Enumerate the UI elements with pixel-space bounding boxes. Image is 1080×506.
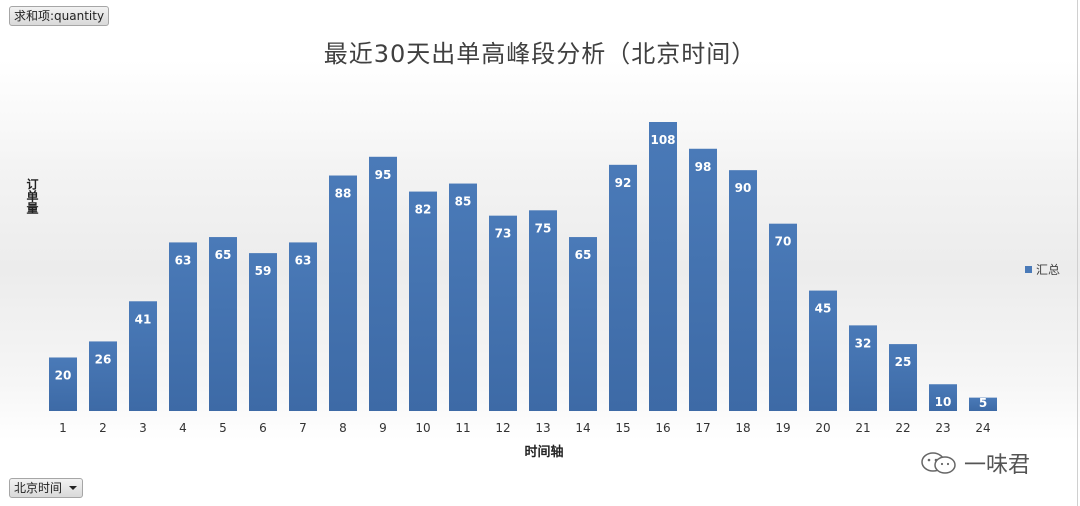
- bar-16: [649, 122, 677, 411]
- bar-22: [889, 344, 917, 411]
- bar-12: [489, 215, 517, 411]
- bar-4: [169, 242, 197, 411]
- x-tick-label-13: 13: [535, 421, 550, 435]
- bar-15: [609, 164, 637, 411]
- data-label-4: 63: [175, 253, 192, 267]
- x-tick-label-21: 21: [855, 421, 870, 435]
- watermark: 一味君: [920, 447, 1030, 479]
- bar-13: [529, 210, 557, 411]
- bar-6: [249, 253, 277, 411]
- data-label-18: 90: [735, 181, 752, 195]
- data-label-22: 25: [895, 355, 912, 369]
- right-border: [1077, 0, 1078, 506]
- data-label-11: 85: [455, 195, 472, 209]
- data-label-19: 70: [775, 235, 792, 249]
- data-label-17: 98: [695, 160, 712, 174]
- bar-11: [449, 183, 477, 411]
- data-label-7: 63: [295, 253, 312, 267]
- x-tick-label-17: 17: [695, 421, 710, 435]
- data-label-12: 73: [495, 227, 512, 241]
- bar-3: [129, 301, 157, 411]
- bar-5: [209, 237, 237, 411]
- data-label-14: 65: [575, 248, 592, 262]
- bar-18: [729, 170, 757, 411]
- bar-17: [689, 148, 717, 411]
- legend-swatch: [1025, 266, 1032, 273]
- x-tick-label-7: 7: [299, 421, 307, 435]
- axis-field-label: 北京时间: [14, 481, 63, 495]
- bar-1: [49, 357, 77, 411]
- legend-entry: 汇总: [1036, 263, 1061, 277]
- watermark-text: 一味君: [964, 453, 1031, 478]
- x-tick-label-5: 5: [219, 421, 227, 435]
- x-tick-label-22: 22: [895, 421, 910, 435]
- x-tick-label-15: 15: [615, 421, 630, 435]
- bar-21: [849, 325, 877, 411]
- data-label-1: 20: [55, 368, 72, 382]
- y-axis-label: 订单量: [25, 178, 39, 214]
- data-label-21: 32: [855, 336, 872, 350]
- bar-24: [969, 397, 997, 411]
- axis-field-dropdown[interactable]: 北京时间: [9, 478, 84, 498]
- x-tick-label-20: 20: [815, 421, 830, 435]
- data-label-8: 88: [335, 187, 352, 201]
- x-tick-label-11: 11: [455, 421, 470, 435]
- x-tick-label-18: 18: [735, 421, 750, 435]
- x-tick-label-6: 6: [259, 421, 267, 435]
- data-label-23: 10: [935, 395, 952, 409]
- data-label-2: 26: [95, 352, 112, 366]
- x-tick-label-1: 1: [59, 421, 67, 435]
- bar-9: [369, 156, 397, 411]
- wechat-icon: [920, 451, 958, 475]
- x-tick-label-19: 19: [775, 421, 790, 435]
- data-label-15: 92: [615, 176, 632, 190]
- bar-8: [329, 175, 357, 411]
- x-tick-label-2: 2: [99, 421, 107, 435]
- data-label-20: 45: [815, 302, 832, 316]
- bar-7: [289, 242, 317, 411]
- x-tick-label-23: 23: [935, 421, 950, 435]
- bar-14: [569, 237, 597, 411]
- bar-20: [809, 290, 837, 411]
- x-tick-label-3: 3: [139, 421, 147, 435]
- data-label-13: 75: [535, 221, 552, 235]
- x-tick-label-12: 12: [495, 421, 510, 435]
- bar-23: [929, 384, 957, 411]
- bar-10: [409, 191, 437, 411]
- x-tick-label-14: 14: [575, 421, 590, 435]
- data-label-9: 95: [375, 168, 392, 182]
- x-axis-label: 时间轴: [524, 445, 564, 460]
- legend: 汇总: [1025, 261, 1060, 278]
- data-label-6: 59: [255, 264, 272, 278]
- value-field-button[interactable]: 求和项:quantity: [9, 6, 110, 26]
- x-tick-label-4: 4: [179, 421, 187, 435]
- x-tick-label-16: 16: [655, 421, 670, 435]
- data-label-5: 65: [215, 248, 232, 262]
- x-tick-label-8: 8: [339, 421, 347, 435]
- data-label-16: 108: [650, 133, 675, 147]
- bar-2: [89, 341, 117, 411]
- chart-title: 最近30天出单高峰段分析（北京时间）: [323, 40, 757, 68]
- data-label-3: 41: [135, 312, 152, 326]
- x-tick-label-24: 24: [975, 421, 990, 435]
- data-label-10: 82: [415, 203, 432, 217]
- bar-19: [769, 223, 797, 411]
- data-label-24: 5: [979, 396, 987, 410]
- chevron-down-icon: [69, 486, 78, 490]
- x-tick-label-9: 9: [379, 421, 387, 435]
- x-tick-label-10: 10: [415, 421, 430, 435]
